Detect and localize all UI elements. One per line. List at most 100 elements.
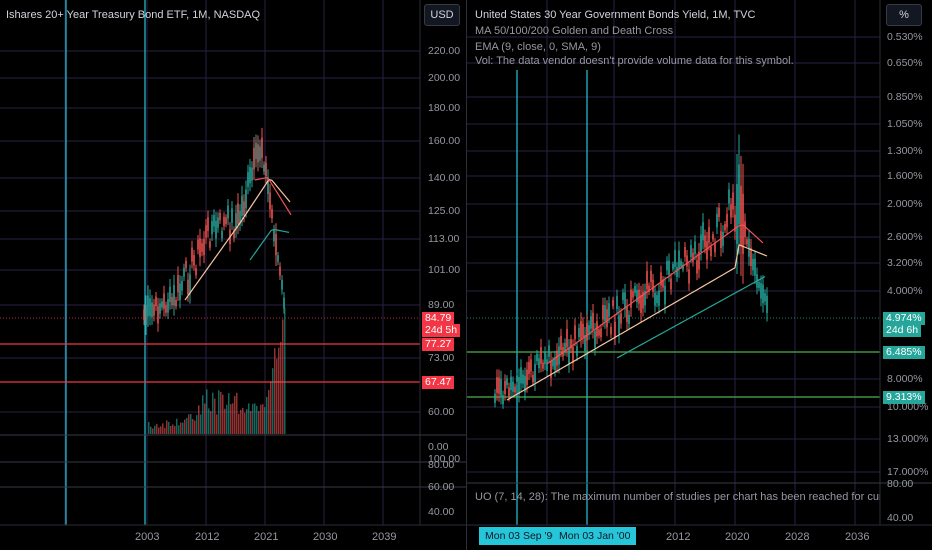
left-volume-bar — [264, 407, 266, 434]
right-candle-body — [622, 292, 624, 301]
left-candle-body — [189, 274, 191, 294]
left-candle-body — [161, 301, 163, 308]
right-price-tag: 6.485% — [883, 346, 925, 359]
right-candle-body — [684, 247, 686, 257]
left-time-tick: 2003 — [135, 531, 160, 543]
right-price-tag: 4.974% — [883, 312, 925, 325]
right-candle-body — [538, 358, 540, 369]
left-osc-tick: 100.00 — [428, 453, 461, 465]
right-candle-body — [616, 296, 618, 310]
right-candle-body — [712, 234, 714, 240]
left-candle-body — [241, 195, 243, 217]
percent-unit-button[interactable]: % — [886, 4, 922, 26]
right-candle-body — [758, 281, 760, 289]
right-candle-body — [610, 326, 612, 335]
left-price-tick: 113.00 — [428, 233, 460, 245]
right-candle-body — [708, 227, 710, 243]
right-candle-body — [590, 316, 592, 329]
right-candle-body — [542, 362, 544, 369]
left-chart-canvas[interactable] — [0, 0, 466, 550]
left-candle-body — [257, 144, 259, 163]
right-candle-body — [704, 235, 706, 248]
left-candle-body — [251, 167, 253, 181]
left-chart-pane[interactable]: Ishares 20+ Year Treasury Bond ETF, 1M, … — [0, 0, 466, 550]
left-volume-bar — [250, 410, 252, 434]
left-candle-body — [183, 267, 185, 277]
left-volume-bar — [206, 389, 208, 434]
indicator-ma-cross[interactable]: MA 50/100/200 Golden and Death Cross — [475, 25, 674, 37]
right-candle-body — [680, 261, 682, 267]
left-candle-body — [143, 309, 145, 320]
left-volume-bar — [198, 405, 200, 434]
right-candle-body — [686, 255, 688, 267]
right-candle-body — [510, 376, 512, 390]
left-osc-tick: 40.00 — [428, 506, 455, 518]
left-candle-body — [231, 208, 233, 223]
left-volume-bar — [276, 358, 278, 434]
left-candle-body — [191, 247, 193, 262]
left-volume-bar — [220, 391, 222, 434]
right-candle-body — [544, 352, 546, 365]
right-candle-body — [514, 386, 516, 393]
right-price-tick: 17.000% — [887, 466, 929, 478]
right-candle-body — [702, 222, 704, 241]
right-candle-body — [612, 299, 614, 307]
right-candle-body — [664, 285, 666, 305]
left-candle-body — [193, 255, 195, 266]
uo-indicator-label[interactable]: UO (7, 14, 28): The maximum number of st… — [475, 491, 880, 503]
left-volume-bar — [270, 381, 272, 434]
right-candle-body — [714, 242, 716, 253]
left-volume-bar — [222, 394, 224, 434]
left-volume-bar — [260, 404, 262, 434]
left-candle-body — [233, 230, 235, 239]
right-chart-canvas[interactable] — [467, 0, 932, 550]
left-volume-bar — [228, 393, 230, 434]
left-candle-body — [171, 296, 173, 305]
left-volume-bar — [238, 413, 240, 434]
left-candle-body — [253, 147, 255, 170]
left-volume-bar — [284, 307, 286, 434]
right-candle-body — [528, 362, 530, 375]
right-chart-pane[interactable]: United States 30 Year Government Bonds Y… — [466, 0, 932, 550]
left-time-tick: 2012 — [195, 531, 220, 543]
right-candle-body — [620, 313, 622, 324]
right-candle-body — [682, 264, 684, 270]
left-volume-bar — [174, 426, 176, 434]
left-volume-bar — [234, 396, 236, 434]
left-time-tick: 2039 — [372, 531, 397, 543]
left-candle-body — [265, 162, 267, 177]
right-candle-body — [604, 305, 606, 322]
left-candle-body — [195, 268, 197, 276]
right-price-tick: 13.000% — [887, 433, 929, 445]
currency-unit-button[interactable]: USD — [424, 4, 460, 26]
left-price-tag: 77.27 — [422, 338, 455, 351]
left-candle-body — [225, 217, 227, 224]
right-price-tick: 3.200% — [887, 257, 923, 269]
indicator-volume[interactable]: Vol: The data vendor doesn't provide vol… — [475, 55, 794, 67]
right-candle-body — [764, 293, 766, 302]
right-candle-body — [694, 241, 696, 254]
right-candle-body — [600, 328, 602, 338]
right-candle-body — [624, 292, 626, 310]
left-candle-body — [255, 142, 257, 160]
right-candle-body — [762, 284, 764, 304]
right-candle-body — [496, 377, 498, 393]
right-candle-body — [518, 377, 520, 395]
left-candle-body — [277, 255, 279, 262]
left-price-tick: 220.00 — [428, 45, 461, 57]
right-candle-body — [718, 207, 720, 218]
left-volume-bar — [282, 319, 284, 434]
right-candle-body — [574, 325, 576, 340]
right-candle-body — [732, 192, 734, 210]
left-candle-body — [173, 285, 175, 306]
left-time-tick: 2021 — [254, 531, 279, 543]
right-candle-body — [650, 270, 652, 283]
left-volume-bar — [248, 403, 250, 434]
right-candle-body — [766, 295, 768, 313]
right-candle-body — [494, 393, 496, 403]
right-candle-body — [640, 294, 642, 313]
indicator-ema[interactable]: EMA (9, close, 0, SMA, 9) — [475, 41, 601, 53]
right-countdown-tag: 24d 6h — [883, 324, 922, 337]
right-candle-body — [508, 387, 510, 397]
left-volume-bar — [200, 414, 202, 434]
